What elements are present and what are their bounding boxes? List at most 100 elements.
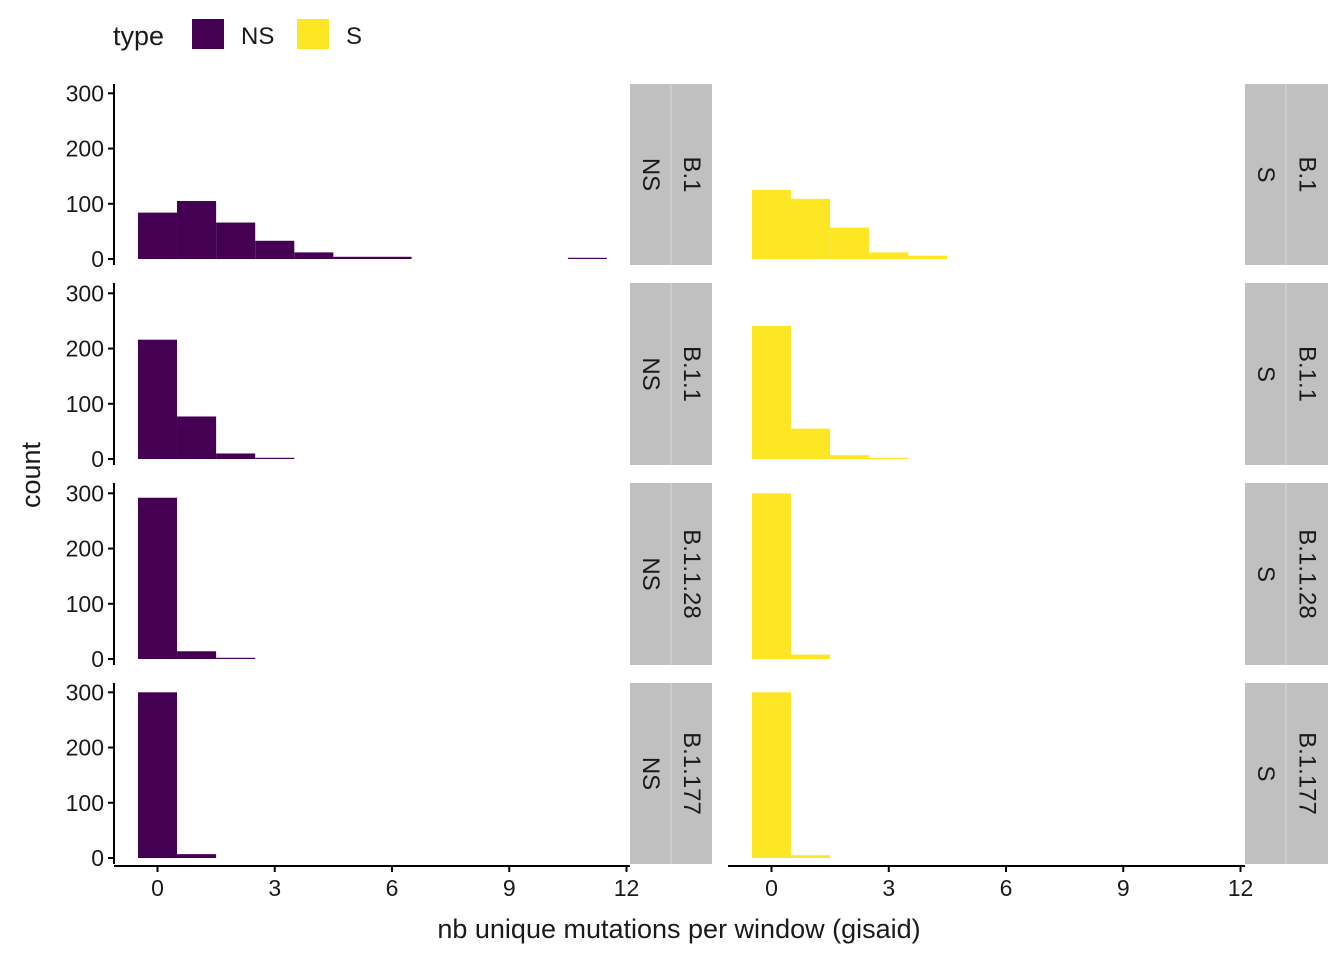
strip-type-bg <box>630 84 671 265</box>
y-tick-label: 100 <box>66 191 104 217</box>
x-tick-label: 12 <box>1228 875 1254 901</box>
strip-type-bg <box>630 683 671 864</box>
y-tick-label: 200 <box>66 136 104 162</box>
panel-B-1-1-ns: NS B.1.1 <box>137 283 712 465</box>
legend-label-s: S <box>346 23 362 50</box>
legend: type NS S <box>113 19 362 51</box>
panel-B-1-1-s: S B.1.1 <box>751 283 1328 465</box>
histogram-bar <box>830 227 870 259</box>
histogram-bar <box>751 493 792 659</box>
histogram-bar <box>791 855 831 858</box>
histogram-bar <box>177 854 217 858</box>
y-tick-label: 100 <box>66 591 104 617</box>
histogram-bar <box>791 654 831 659</box>
histogram-bar <box>791 428 831 459</box>
strip-label-type: S <box>1252 566 1279 582</box>
histogram-bar <box>751 692 792 858</box>
x-tick-label: 6 <box>1000 875 1013 901</box>
histogram-bar <box>137 339 178 459</box>
panel-B-1-s: S B.1 <box>751 84 1328 265</box>
y-tick-label: 0 <box>91 446 104 472</box>
x-tick-label: 12 <box>614 875 640 901</box>
histogram-bar <box>177 201 217 259</box>
strip-label-type: NS <box>637 357 664 390</box>
y-tick-label: 200 <box>66 735 104 761</box>
y-tick-label: 300 <box>66 679 104 705</box>
panel-B-1-177-ns: NS B.1.177 <box>137 683 712 864</box>
x-tick-label: 3 <box>882 875 895 901</box>
strip-type-bg <box>1245 683 1286 864</box>
strip-label-lineage: B.1 <box>678 156 705 192</box>
strip-label-lineage: B.1 <box>1294 156 1321 192</box>
panel-B-1-1-28-ns: NS B.1.1.28 <box>137 483 712 665</box>
strip-type-bg <box>630 483 671 665</box>
x-tick-label: 0 <box>151 875 164 901</box>
histogram-bar <box>216 222 256 259</box>
strip-type-bg <box>1245 483 1286 665</box>
histogram-bar <box>137 692 178 858</box>
strip-label-type: NS <box>637 557 664 590</box>
histogram-bar <box>333 256 373 259</box>
strip-label-lineage: B.1.177 <box>678 732 705 815</box>
histogram-bar <box>908 255 948 259</box>
histogram-bar <box>216 453 256 459</box>
strip-row-bg <box>671 483 712 665</box>
strip-label-type: S <box>1252 765 1279 781</box>
x-tick-label: 6 <box>386 875 399 901</box>
histogram-bar <box>255 457 295 459</box>
histogram-bar <box>216 657 256 659</box>
x-tick-label: 3 <box>268 875 281 901</box>
histogram-bar <box>177 416 217 459</box>
histogram-bar <box>869 457 909 459</box>
histogram-bar <box>751 325 792 459</box>
y-tick-label: 100 <box>66 391 104 417</box>
strip-label-type: NS <box>637 158 664 191</box>
strip-label-lineage: B.1.1.28 <box>678 529 705 618</box>
histogram-bar <box>294 252 334 259</box>
strip-type-bg <box>630 283 671 465</box>
strip-type-bg <box>1245 84 1286 265</box>
strip-label-lineage: B.1.1 <box>1294 346 1321 402</box>
strip-label-type: S <box>1252 166 1279 182</box>
legend-title: type <box>113 21 164 51</box>
histogram-bar <box>177 651 217 659</box>
strip-row-bg <box>1286 683 1328 864</box>
legend-label-ns: NS <box>241 23 274 50</box>
strip-row-bg <box>1286 84 1328 265</box>
histogram-bar <box>869 252 909 259</box>
y-tick-label: 300 <box>66 280 104 306</box>
x-tick-label: 9 <box>503 875 516 901</box>
histogram-bar <box>137 212 178 259</box>
legend-key-s <box>297 19 329 49</box>
histogram-bar <box>567 257 607 259</box>
x-axis-title: nb unique mutations per window (gisaid) <box>437 914 920 944</box>
strip-row-bg <box>1286 483 1328 665</box>
y-tick-label: 0 <box>91 646 104 672</box>
strip-row-bg <box>671 283 712 465</box>
histogram-bar <box>372 256 412 259</box>
facet-panels: NS B.1 S B.1 NS B.1.1 S B.1.1 NS B.1.1.28 S B.1.1.2… <box>137 84 1328 864</box>
y-tick-label: 200 <box>66 536 104 562</box>
strip-label-lineage: B.1.1.28 <box>1294 529 1321 618</box>
strip-row-bg <box>671 683 712 864</box>
legend-key-ns <box>192 19 224 49</box>
strip-label-lineage: B.1.177 <box>1294 732 1321 815</box>
y-tick-label: 0 <box>91 246 104 272</box>
x-tick-label: 0 <box>765 875 778 901</box>
strip-row-bg <box>1286 283 1328 465</box>
panel-B-1-1-28-s: S B.1.1.28 <box>751 483 1328 665</box>
y-tick-label: 300 <box>66 480 104 506</box>
y-tick-label: 200 <box>66 336 104 362</box>
x-tick-label: 9 <box>1117 875 1130 901</box>
histogram-bar <box>830 455 870 459</box>
y-axis-title: count <box>16 441 46 508</box>
histogram-bar <box>751 189 792 259</box>
histogram-bar <box>255 240 295 259</box>
strip-label-type: S <box>1252 366 1279 382</box>
y-tick-label: 0 <box>91 845 104 871</box>
strip-label-type: NS <box>637 757 664 790</box>
panel-B-1-177-s: S B.1.177 <box>751 683 1328 864</box>
histogram-bar <box>791 198 831 259</box>
